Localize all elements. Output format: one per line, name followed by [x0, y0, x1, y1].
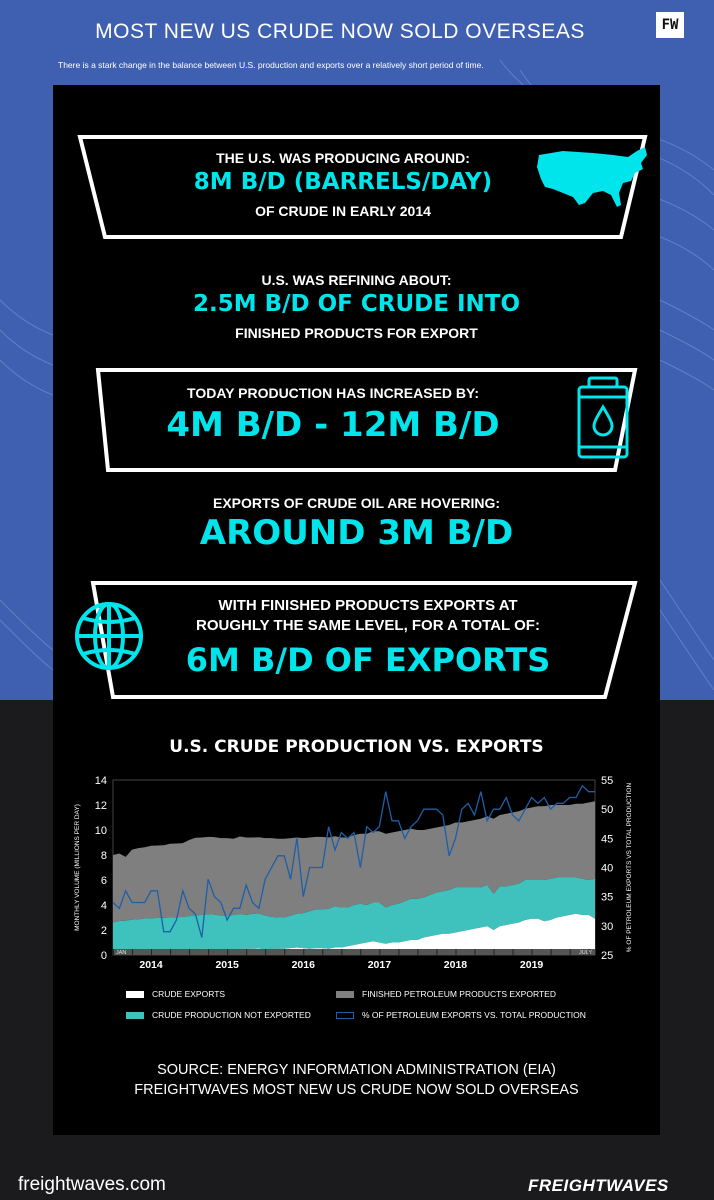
- y-tick-label: 10: [95, 825, 107, 837]
- production-exports-chart: 0 2 4 6 8 10 12 14 25 30 35 40 45 50 55 JAN JULY 2014 2015…: [74, 775, 633, 970]
- x-axis-month-tick: [170, 949, 172, 955]
- legend-swatch-crude-exports: [126, 990, 144, 998]
- fact-box-1-outline: [77, 135, 648, 239]
- chart-title: U.S. CRUDE PRODUCTION VS. EXPORTS: [169, 737, 544, 757]
- area-crude-production-not-exported: [113, 877, 595, 953]
- x-axis-month-tick: [455, 949, 457, 955]
- line-pct-exports: [112, 784, 595, 938]
- footer-site-link[interactable]: freightwaves.com: [18, 1174, 166, 1195]
- x-axis-month-tick: [398, 949, 400, 955]
- x-axis-month-tick: [284, 949, 286, 955]
- legend-finished-products: FINISHED PETROLEUM PRODUCTS EXPORTED: [336, 989, 556, 999]
- x-axis-month-tick: [113, 949, 114, 955]
- legend-not-exported: CRUDE PRODUCTION NOT EXPORTED: [126, 1010, 311, 1020]
- x-axis-month-tick: [341, 949, 343, 955]
- x-axis-month-tick: [474, 949, 476, 955]
- x-tick-label: 2017: [368, 959, 392, 970]
- y-tick-label: 6: [101, 875, 107, 887]
- footer-brand: FREIGHTWAVES: [528, 1176, 669, 1195]
- x-axis-month-tick: [436, 949, 438, 955]
- source-line-1: SOURCE: ENERGY INFORMATION ADMINISTRATIO…: [157, 1062, 556, 1078]
- area-crude-exports: [113, 913, 595, 955]
- legend-pct: % OF PETROLEUM EXPORTS VS. TOTAL PRODUCT…: [336, 1010, 586, 1020]
- fact-box-5-outline: [90, 581, 638, 699]
- y2-tick-label: 30: [601, 921, 613, 933]
- y2-tick-label: 55: [601, 775, 613, 787]
- frame-outlines: [77, 135, 648, 699]
- fact5-line3: 6M B/D OF EXPORTS: [185, 641, 551, 679]
- x-axis-month-tick: [360, 949, 362, 955]
- legend-swatch-finished-products: [336, 990, 354, 998]
- legend-label-finished-products: FINISHED PETROLEUM PRODUCTS EXPORTED: [362, 989, 556, 999]
- source-line-2: FREIGHTWAVES MOST NEW US CRUDE NOW SOLD …: [134, 1082, 579, 1098]
- legend-label-not-exported: CRUDE PRODUCTION NOT EXPORTED: [152, 1010, 311, 1020]
- y2-tick-label: 25: [601, 950, 613, 962]
- x-start-label: JAN: [116, 950, 126, 956]
- infographic-panel: THE U.S. WAS PRODUCING AROUND: 8M B/D (B…: [53, 85, 660, 1135]
- legend-label-crude-exports: CRUDE EXPORTS: [152, 989, 226, 999]
- x-axis-month-tick: [569, 949, 571, 955]
- y-tick-label: 12: [95, 800, 107, 812]
- x-axis-month-tick: [189, 949, 191, 955]
- x-axis-month-tick: [303, 949, 305, 955]
- y2-tick-label: 40: [601, 863, 613, 875]
- fact2-line1: U.S. WAS REFINING ABOUT:: [261, 272, 452, 288]
- x-tick-label: 2016: [292, 959, 316, 970]
- fact4-line1: EXPORTS OF CRUDE OIL ARE HOVERING:: [212, 495, 501, 511]
- x-tick-label: 2018: [444, 959, 468, 970]
- fact5-line1: WITH FINISHED PRODUCTS EXPORTS AT: [218, 597, 518, 614]
- x-axis-month-tick: [550, 949, 552, 955]
- x-axis-month-tick: [493, 949, 495, 955]
- x-axis-month-tick: [265, 949, 267, 955]
- legend-swatch-pct: [336, 1011, 354, 1019]
- y2-tick-label: 45: [601, 833, 613, 845]
- y2-axis-label: % OF PETROLEUM EXPORTS VS TOTAL PRODUCTI…: [626, 782, 633, 952]
- x-axis-month-tick: [227, 949, 229, 955]
- y-axis-label: MONTHLY VOLUME (MILLIONS PER DAY): [74, 804, 81, 931]
- fact1-line1: THE U.S. WAS PRODUCING AROUND:: [216, 150, 470, 166]
- fact1-line2: 8M B/D (BARRELS/DAY): [193, 169, 493, 195]
- x-tick-label: 2015: [215, 959, 239, 970]
- x-axis-month-tick: [512, 949, 514, 955]
- page-title: MOST NEW US CRUDE NOW SOLD OVERSEAS: [95, 20, 585, 43]
- y-tick-label: 8: [101, 850, 107, 862]
- x-axis-month-tick: [322, 949, 324, 955]
- globe-icon: [75, 602, 143, 670]
- legend-crude-exports: CRUDE EXPORTS: [126, 989, 225, 999]
- brand-logo-icon: FW: [656, 12, 684, 38]
- x-axis-month-tick: [246, 949, 248, 955]
- x-axis-strip: [113, 949, 595, 955]
- x-axis-month-tick: [151, 949, 153, 955]
- y-tick-label: 4: [101, 900, 107, 912]
- fact5-line2: ROUGHLY THE SAME LEVEL, FOR A TOTAL OF:: [196, 617, 540, 634]
- x-axis-month-tick: [531, 949, 533, 955]
- x-tick-label: 2014: [139, 959, 163, 970]
- oil-barrel-icon: [577, 376, 629, 459]
- x-axis-month-tick: [379, 949, 381, 955]
- usa-map-icon: [537, 147, 647, 207]
- fact2-line3: FINISHED PRODUCTS FOR EXPORT: [235, 325, 478, 341]
- y-tick-label: 2: [101, 925, 107, 937]
- x-end-label: JULY: [579, 950, 592, 956]
- fact4-line2: AROUND 3M B/D: [199, 513, 514, 553]
- page-subtitle: There is a stark change in the balance b…: [58, 60, 484, 70]
- y-tick-label: 14: [95, 775, 107, 787]
- fact3-line2: 4M B/D - 12M B/D: [166, 405, 500, 445]
- x-axis-month-tick: [417, 949, 419, 955]
- fact3-line1: TODAY PRODUCTION HAS INCREASED BY:: [187, 385, 479, 401]
- x-axis-month-tick: [208, 949, 210, 955]
- fact2-line2: 2.5M B/D OF CRUDE INTO: [192, 291, 521, 317]
- legend-swatch-not-exported: [126, 1011, 144, 1019]
- x-axis-month-tick: [588, 949, 590, 955]
- area-finished-petroleum-products-exported: [113, 801, 595, 923]
- fact1-line3: OF CRUDE IN EARLY 2014: [255, 203, 431, 219]
- x-axis-month-tick: [132, 949, 134, 955]
- y2-tick-label: 35: [601, 892, 613, 904]
- y-tick-label: 0: [101, 950, 107, 962]
- legend-label-pct: % OF PETROLEUM EXPORTS VS. TOTAL PRODUCT…: [362, 1010, 586, 1020]
- x-tick-label: 2019: [520, 959, 544, 970]
- fact-box-3-outline: [95, 368, 638, 472]
- y2-tick-label: 50: [601, 804, 613, 816]
